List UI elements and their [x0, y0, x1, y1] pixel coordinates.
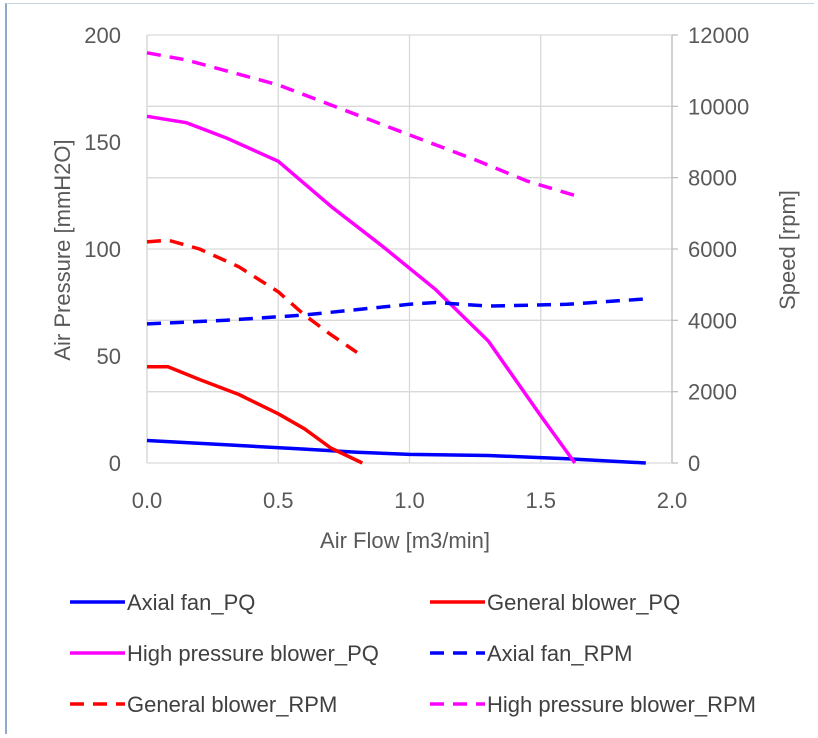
tick-labels: 0.0 0.5 1.0 1.5 2.00200040006000800010000120… — [84, 23, 749, 513]
y-right-axis-title: Speed [rpm] — [775, 190, 800, 310]
x-tick-label: 1.0 — [394, 488, 425, 513]
legend-label-2: High pressure blower_PQ — [127, 641, 379, 666]
y-left-axis-title: Air Pressure [mmH2O] — [50, 139, 75, 360]
series-line-5 — [146, 51, 576, 198]
legend-label-0: Axial fan_PQ — [127, 590, 255, 615]
y-right-tick-label: 2000 — [688, 380, 737, 405]
grid — [146, 34, 678, 464]
series-line-2 — [146, 114, 577, 465]
y-right-tick-label: 4000 — [688, 308, 737, 333]
legend-label-5: High pressure blower_RPM — [487, 692, 756, 717]
legend-label-4: General blower_RPM — [127, 692, 337, 717]
legend-label-3: Axial fan_RPM — [487, 641, 633, 666]
y-left-tick-label: 0 — [109, 451, 121, 476]
y-right-tick-label: 8000 — [688, 166, 737, 191]
y-right-tick-label: 10000 — [688, 94, 749, 119]
x-tick-label: 2.0 — [657, 488, 688, 513]
y-left-tick-label: 100 — [84, 237, 121, 262]
y-right-tick-label: 0 — [688, 451, 700, 476]
y-left-tick-label: 150 — [84, 130, 121, 155]
series-lines — [146, 51, 646, 465]
y-left-tick-label: 200 — [84, 23, 121, 48]
y-right-tick-label: 12000 — [688, 23, 749, 48]
series-line-3 — [146, 297, 646, 326]
series-line-0 — [146, 438, 646, 465]
x-axis-title: Air Flow [m3/min] — [320, 528, 490, 553]
legend: Axial fan_PQ General blower_PQ High pressu… — [70, 590, 756, 717]
x-tick-label: 0.5 — [263, 488, 294, 513]
y-right-tick-label: 6000 — [688, 237, 737, 262]
series-line-4 — [146, 238, 358, 354]
series-line-1 — [147, 364, 364, 465]
x-tick-label: 0.0 — [132, 488, 163, 513]
legend-label-1: General blower_PQ — [487, 590, 680, 615]
x-tick-label: 1.5 — [525, 488, 556, 513]
y-left-tick-label: 50 — [97, 344, 121, 369]
